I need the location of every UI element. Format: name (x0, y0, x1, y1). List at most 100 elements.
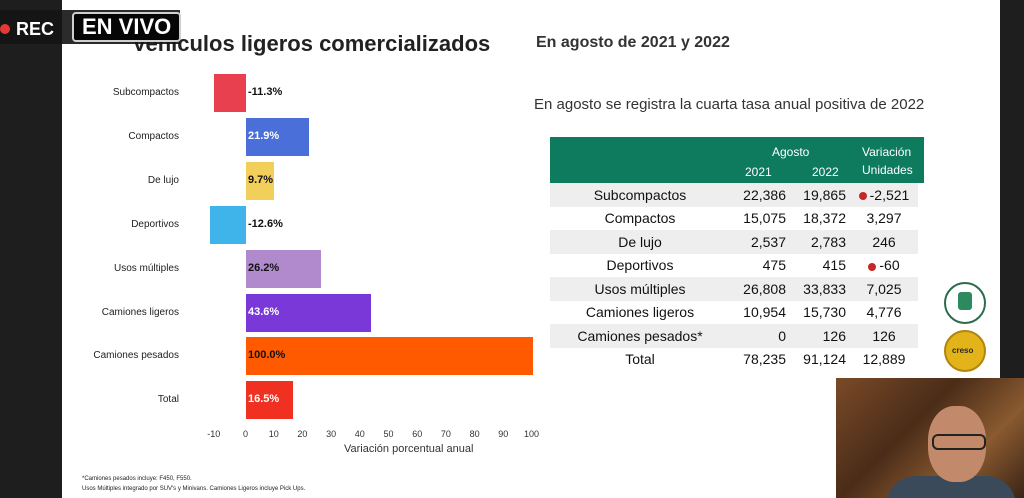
cell-variation: 4,776 (850, 301, 918, 325)
table-row: Subcompactos 22,386 19,865 -2,521 (550, 183, 918, 207)
cell-2021: 2,537 (730, 230, 790, 254)
slide-subtitle: En agosto de 2021 y 2022 (536, 34, 730, 51)
cell-variation: 246 (850, 230, 918, 254)
table-row: Total 78,235 91,124 12,889 (550, 348, 918, 372)
x-tick-label: 80 (469, 429, 480, 439)
header-2021: 2021 (745, 165, 772, 179)
x-tick-label: 60 (412, 429, 423, 439)
category-label: Compactos (128, 130, 179, 142)
slide-headline: En agosto se registra la cuarta tasa anu… (534, 96, 925, 113)
cell-2022: 15,730 (803, 304, 846, 321)
variation-value: -60 (879, 257, 900, 274)
row-category: Subcompactos (550, 183, 730, 207)
bar (246, 293, 372, 332)
x-tick-label: 50 (383, 429, 394, 439)
category-label: Total (157, 394, 179, 406)
bar (213, 74, 246, 112)
x-tick-label: 100 (524, 429, 540, 439)
x-tick-label: 20 (297, 429, 308, 439)
category-label: Subcompactos (112, 87, 179, 98)
negative-dot-icon (868, 262, 877, 271)
cell-2022: 415 (822, 257, 846, 274)
table-row: Usos múltiples 26,808 33,833 7,025 (550, 277, 918, 301)
variation-value: 3,297 (866, 210, 902, 227)
cell-variation: -60 (850, 254, 918, 278)
variation-value: 246 (872, 233, 896, 250)
institution-seal (944, 282, 986, 324)
cell-2022: 33,833 (790, 277, 850, 301)
presentation-slide: Vehículos ligeros comercializados En ago… (62, 0, 1000, 498)
creso-seal: creso (944, 330, 986, 372)
bar (246, 249, 322, 288)
bar (246, 381, 294, 420)
cell-variation: 3,297 (850, 207, 918, 231)
x-tick-label: 30 (326, 429, 337, 439)
cell-variation: 7,025 (850, 277, 918, 301)
negative-dot-icon (858, 192, 867, 201)
bar-value-label: 16.5% (248, 393, 280, 406)
row-category: Compactos (604, 210, 676, 227)
category-label: Usos múltiples (113, 262, 179, 274)
bar-value-label: 9.7% (248, 173, 274, 186)
table-row: Camiones pesados* 0 126 126 (550, 324, 918, 348)
rec-indicator: REC (0, 14, 54, 44)
table-row: Camiones ligeros 10,954 15,730 4,776 (550, 301, 918, 325)
header-2022: 2022 (812, 165, 839, 179)
cell-2022: 18,372 (803, 210, 846, 227)
cell-2021: 0 (730, 324, 790, 348)
cell-2022: 2,783 (790, 230, 850, 254)
variation-value: 7,025 (866, 280, 902, 297)
bar-value-label: 21.9% (248, 129, 280, 142)
cell-2021: 78,235 (743, 351, 786, 368)
creso-seal-text: creso (952, 346, 974, 355)
category-label: Camiones pesados (93, 350, 179, 362)
bar-value-label: 43.6% (248, 305, 280, 318)
cell-2021: 15,075 (743, 210, 786, 227)
webcam-feed (836, 378, 1024, 498)
cell-2021: 475 (762, 257, 786, 274)
bar (246, 161, 274, 200)
x-tick-label: 70 (440, 429, 451, 439)
cell-2021: 22,386 (730, 183, 790, 207)
variation-value: -2,521 (869, 186, 910, 203)
table-row: De lujo 2,537 2,783 246 (550, 230, 918, 254)
table-row: Deportivos 475 415 -60 (550, 254, 918, 278)
cell-2022: 19,865 (790, 183, 850, 207)
x-tick-label: 90 (498, 429, 509, 439)
bar (246, 337, 533, 376)
bar-value-label: -11.3% (248, 86, 283, 98)
presenter-body (886, 476, 1016, 498)
x-tick-label: 40 (354, 429, 365, 439)
table-row: Compactos 15,075 18,372 3,297 (550, 207, 918, 231)
category-label: Camiones ligeros (101, 306, 179, 318)
x-tick-label: 0 (243, 429, 249, 439)
header-unidades: Unidades (862, 163, 913, 177)
live-badge: EN VIVO (72, 12, 182, 42)
cell-2022: 91,124 (803, 351, 846, 368)
bar (209, 205, 246, 244)
row-category: Usos múltiples (550, 277, 730, 301)
row-category: Camiones pesados* (550, 324, 730, 348)
cell-2021: 26,808 (730, 277, 790, 301)
record-dot-icon (0, 24, 10, 34)
x-axis-title: Variación porcentual anual (344, 443, 474, 455)
bar (246, 117, 309, 156)
rec-label: REC (16, 18, 55, 39)
cell-variation: 12,889 (850, 348, 918, 372)
table-header: Agosto 2021 2022 Variación Unidades (550, 137, 924, 183)
footnote-2: Usos Múltiples integrado por SUV's y Min… (82, 486, 306, 492)
bar-value-label: -12.6% (248, 217, 283, 230)
cell-2022: 126 (790, 324, 850, 348)
row-category: Camiones ligeros (585, 304, 695, 321)
cell-variation: -2,521 (850, 183, 918, 207)
row-category: De lujo (550, 230, 730, 254)
x-tick-label: -10 (207, 429, 221, 439)
cell-2021: 10,954 (743, 304, 786, 321)
variation-value: 12,889 (862, 351, 906, 368)
header-agosto: Agosto (772, 145, 810, 159)
presenter-glasses (932, 434, 986, 450)
left-dark-strip (0, 0, 62, 498)
data-table: Subcompactos 22,386 19,865 -2,521 Compactos 1… (550, 183, 918, 371)
footnote-1: *Camiones pesados incluye: F450, F550. (82, 476, 192, 482)
category-label: De lujo (147, 174, 179, 186)
